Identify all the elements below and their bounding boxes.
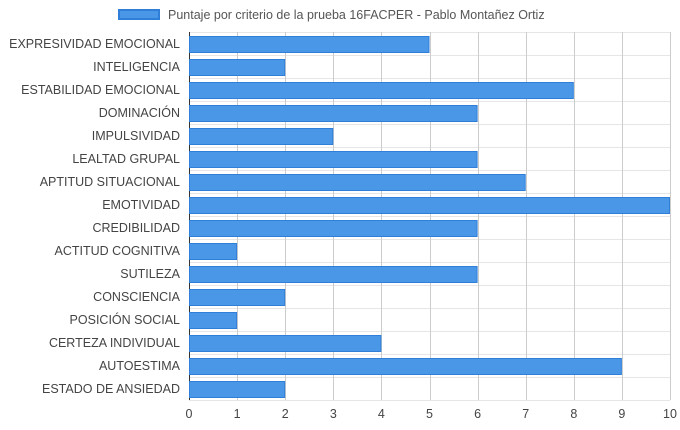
x-tick-label: 3 — [330, 407, 337, 421]
bar[interactable] — [189, 59, 286, 76]
bar[interactable] — [189, 289, 286, 306]
bar[interactable] — [189, 197, 670, 214]
x-tick-label: 6 — [474, 407, 481, 421]
x-tick-label: 2 — [282, 407, 289, 421]
category-label: CONSCIENCIA — [93, 290, 180, 304]
category-label: ESTADO DE ANSIEDAD — [42, 382, 180, 396]
x-tick-label: 5 — [426, 407, 433, 421]
x-tick-label: 10 — [663, 407, 677, 421]
x-tick-label: 0 — [186, 407, 193, 421]
bar[interactable] — [189, 36, 430, 53]
category-label: EXPRESIVIDAD EMOCIONAL — [9, 37, 180, 51]
bar[interactable] — [189, 312, 238, 329]
category-label: SUTILEZA — [120, 267, 180, 281]
category-label: IMPULSIVIDAD — [92, 129, 180, 143]
category-label: EMOTIVIDAD — [102, 198, 180, 212]
category-label: CERTEZA INDIVIDUAL — [49, 336, 180, 350]
bar[interactable] — [189, 105, 478, 122]
category-label: LEALTAD GRUPAL — [72, 152, 180, 166]
category-label: AUTOESTIMA — [99, 359, 181, 373]
x-tick-label: 1 — [234, 407, 241, 421]
x-tick-label: 4 — [378, 407, 385, 421]
bar[interactable] — [189, 335, 382, 352]
bar[interactable] — [189, 82, 574, 99]
bar[interactable] — [189, 381, 286, 398]
category-label: INTELIGENCIA — [93, 60, 180, 74]
legend-label: Puntaje por criterio de la prueba 16FACP… — [168, 8, 545, 22]
category-label: CREDIBILIDAD — [92, 221, 180, 235]
category-label: ACTITUD COGNITIVA — [55, 244, 181, 258]
legend[interactable]: Puntaje por criterio de la prueba 16FACP… — [0, 6, 680, 26]
bar[interactable] — [189, 266, 478, 283]
bar[interactable] — [189, 243, 238, 260]
category-label: APTITUD SITUACIONAL — [40, 175, 180, 189]
bar[interactable] — [189, 358, 622, 375]
category-label: DOMINACIÓN — [99, 105, 180, 120]
x-tick-label: 9 — [618, 407, 625, 421]
category-label: ESTABILIDAD EMOCIONAL — [21, 83, 180, 97]
legend-swatch — [118, 9, 160, 20]
x-tick-label: 7 — [522, 407, 529, 421]
category-label: POSICIÓN SOCIAL — [70, 312, 180, 327]
bar[interactable] — [189, 128, 334, 145]
bar[interactable] — [189, 174, 526, 191]
x-tick-label: 8 — [570, 407, 577, 421]
bar[interactable] — [189, 151, 478, 168]
bar[interactable] — [189, 220, 478, 237]
